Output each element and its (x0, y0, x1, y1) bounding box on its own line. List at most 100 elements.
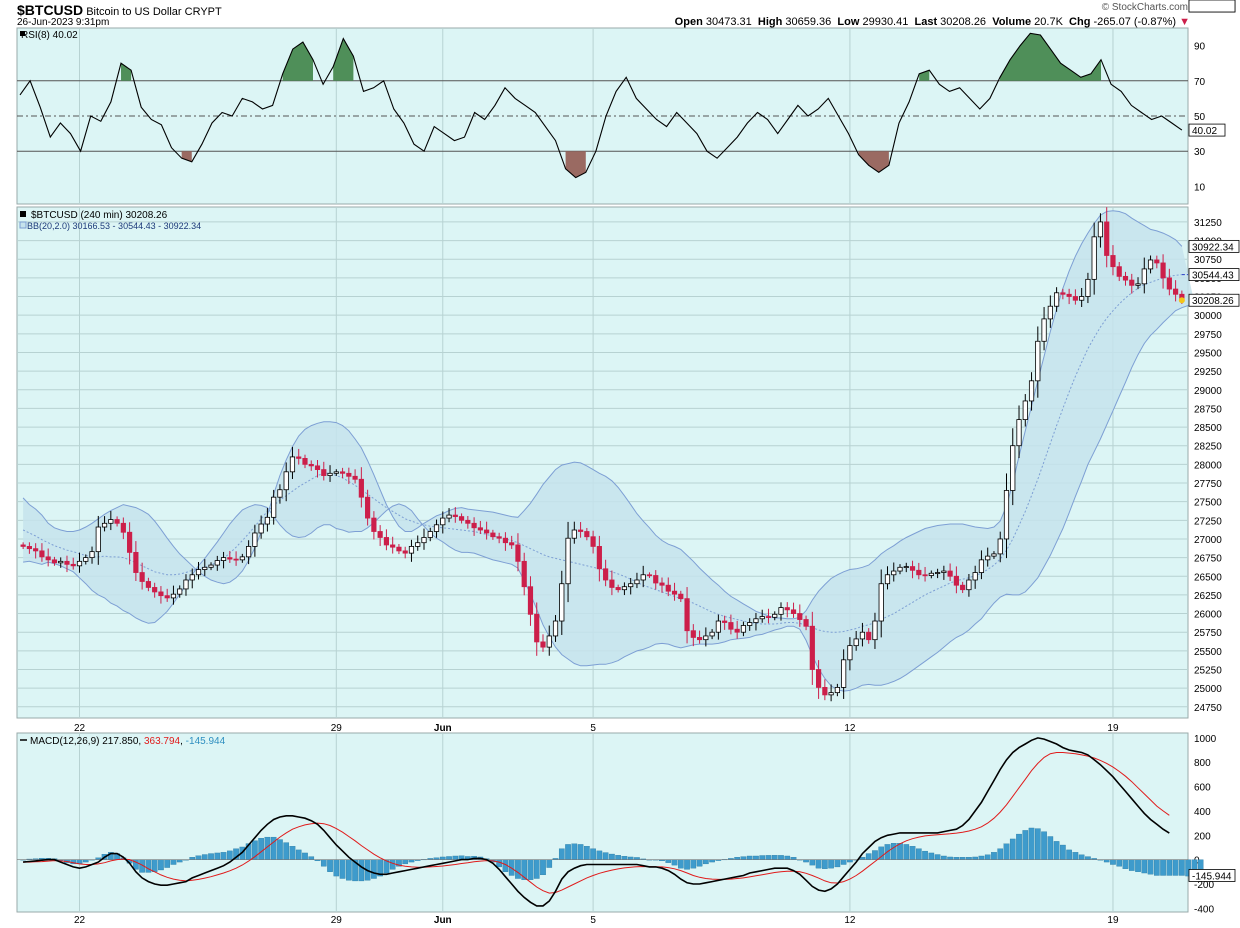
y-tick-label: 30000 (1194, 311, 1222, 322)
y-tick-label: 10 (1194, 182, 1206, 193)
candle-body (521, 560, 527, 588)
y-tick-label: 90 (1194, 42, 1206, 53)
y-tick-label: 26250 (1194, 591, 1222, 602)
candle (371, 511, 377, 540)
candle-body (765, 616, 772, 618)
macd-histogram-bar (452, 855, 459, 860)
candle (1085, 272, 1091, 304)
macd-histogram-bar (1034, 828, 1041, 860)
y-tick-label: 25500 (1194, 647, 1222, 658)
candle (646, 572, 653, 578)
candle (665, 577, 671, 597)
macd-histogram-bar (533, 859, 540, 879)
candle-body (402, 550, 408, 554)
candle (866, 628, 872, 644)
candle-body (496, 536, 502, 539)
candle (734, 620, 740, 639)
macd-histogram-bar (771, 855, 778, 860)
candle-body (70, 563, 76, 567)
candle-body (747, 622, 753, 626)
chart-datetime: 26-Jun-2023 9:31pm (17, 17, 110, 28)
candle-body (903, 566, 909, 568)
macd-histogram-bar (1072, 852, 1079, 860)
rsi-oversold-fill (858, 151, 889, 173)
legend-swatch-icon (20, 31, 25, 36)
macd-signal-line (23, 752, 1170, 894)
candle (365, 489, 371, 526)
candle (922, 566, 928, 582)
candle (991, 551, 997, 559)
macd-histogram-bar (840, 859, 847, 865)
rsi-overbought-fill (919, 70, 930, 81)
macd-histogram-bar (389, 859, 396, 870)
candle-body (722, 620, 728, 623)
candle-body (872, 620, 878, 641)
candle-body (264, 516, 270, 525)
candle-body (985, 555, 991, 561)
candle (1160, 254, 1166, 289)
y-tick-label: 26750 (1194, 554, 1222, 565)
candle-body (966, 579, 972, 591)
candle-body (271, 496, 277, 518)
candle (145, 577, 151, 592)
candle (70, 557, 76, 570)
candle-body (859, 631, 866, 640)
macd-legend-signal: 363.794 (144, 736, 181, 747)
candle (1041, 307, 1047, 351)
candle (509, 535, 515, 549)
candle-body (559, 583, 565, 622)
candle-body (415, 542, 421, 547)
candle (1060, 288, 1066, 300)
candle-body (1104, 221, 1110, 256)
candle-body (321, 469, 327, 476)
candle-body (502, 537, 509, 544)
macd-histogram-bar (189, 857, 196, 860)
candle-body (527, 586, 534, 615)
macd-histogram-bar (439, 856, 446, 860)
candle (1022, 394, 1028, 427)
candle (339, 467, 346, 479)
candle-body (853, 638, 859, 647)
candle-body (421, 537, 427, 544)
candle (195, 561, 202, 580)
macd-histogram-bar (408, 859, 415, 863)
y-tick-label: 800 (1194, 758, 1211, 769)
price-legend: $BTCUSD (240 min) 30208.26 (31, 210, 168, 221)
candle (214, 555, 220, 571)
candle-body (728, 622, 734, 630)
macd-histogram-bar (446, 856, 452, 860)
y-tick-label: 28750 (1194, 404, 1222, 415)
brand-watermark: © StockCharts.com (1101, 2, 1188, 13)
candle (377, 525, 383, 546)
macd-histogram-bar (671, 859, 678, 866)
candle (815, 660, 822, 699)
macd-histogram-bar (1141, 859, 1148, 874)
candle (433, 519, 440, 538)
macd-histogram-bar (1003, 843, 1010, 860)
macd-histogram-bar (1110, 859, 1116, 865)
candle-body (897, 566, 903, 572)
candle (220, 551, 227, 569)
candle (271, 489, 277, 525)
candle (941, 565, 947, 580)
candle-body (45, 556, 51, 561)
high-value: 30659.36 (785, 16, 832, 28)
candle-body (596, 546, 602, 570)
candle-body (327, 472, 333, 476)
candle (891, 562, 897, 582)
candle-body (177, 588, 183, 595)
y-tick-label: 25250 (1194, 666, 1222, 677)
macd-histogram-bar (934, 854, 941, 860)
candle-body (997, 538, 1003, 555)
candle-body (678, 593, 684, 600)
bb-legend: BB(20,2.0) 30166.53 - 30544.43 - 30922.3… (27, 221, 201, 231)
macd-histogram-bar (151, 859, 158, 872)
candle (258, 515, 264, 539)
candle (935, 568, 941, 579)
macd-histogram-bar (158, 859, 164, 871)
macd-histogram-bar (978, 855, 985, 860)
candle-body (972, 572, 978, 581)
candle (728, 614, 734, 635)
candle-body (26, 546, 32, 550)
low-label: Low (837, 16, 860, 28)
